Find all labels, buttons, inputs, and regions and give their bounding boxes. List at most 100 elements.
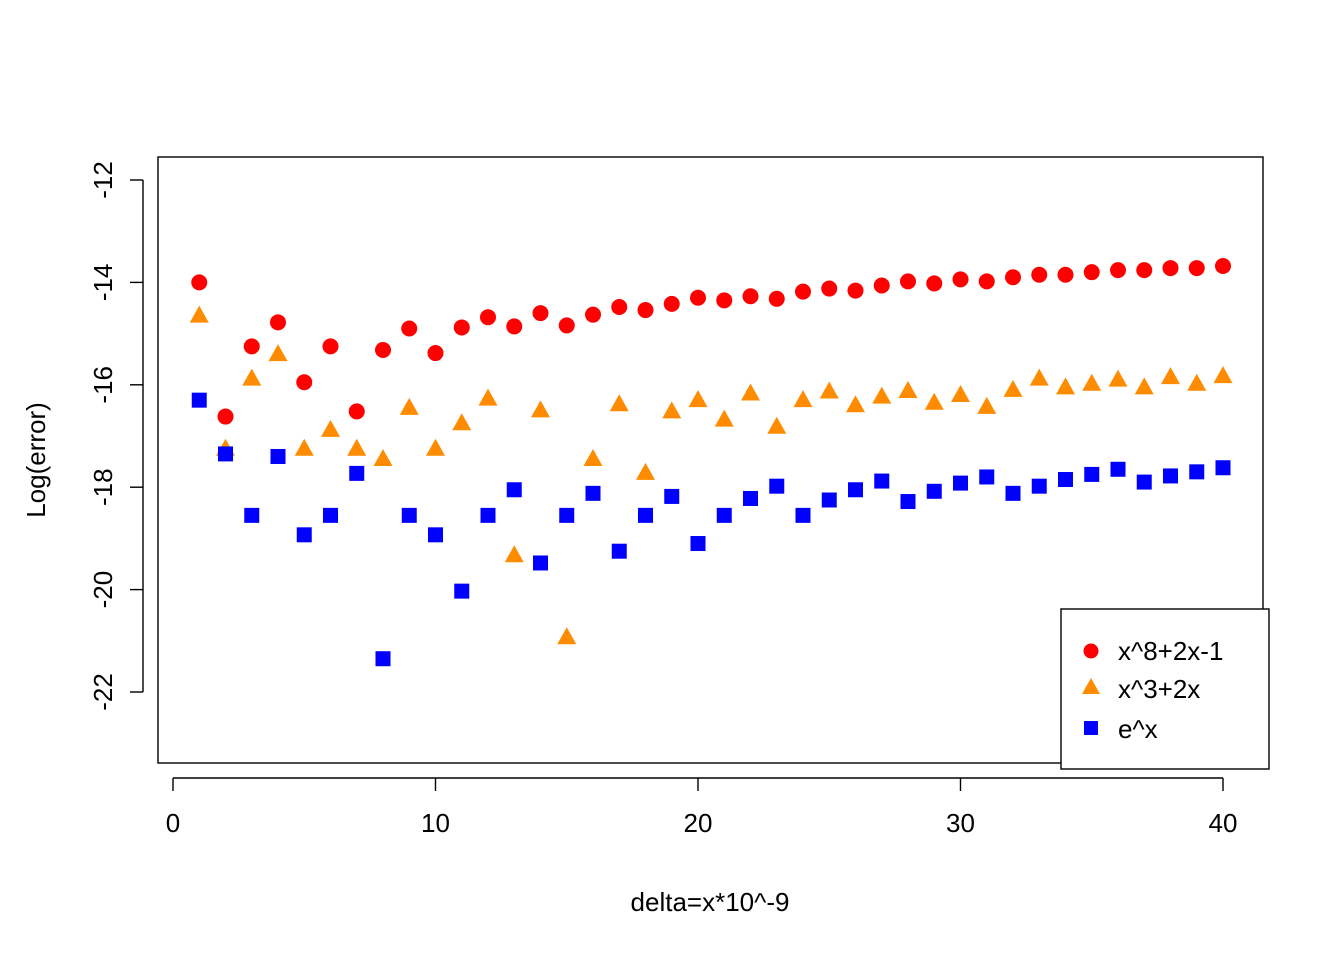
data-point-series-2	[662, 401, 682, 419]
data-point-series-1	[427, 345, 444, 362]
data-point-series-3	[611, 543, 627, 559]
data-point-series-1	[322, 338, 339, 355]
data-point-series-1	[821, 280, 838, 297]
data-point-series-2	[189, 305, 209, 323]
data-point-series-3	[743, 490, 758, 506]
data-point-series-1	[217, 408, 234, 425]
data-point-series-2	[1056, 377, 1075, 395]
data-point-series-3	[900, 494, 916, 510]
data-point-series-3	[874, 473, 890, 489]
data-point-series-1	[1005, 269, 1021, 286]
data-point-series-3	[664, 488, 680, 504]
legend-label-series-2: x^3+2x	[1118, 674, 1200, 704]
data-point-series-1	[532, 305, 549, 322]
data-point-series-3	[979, 469, 995, 485]
data-point-series-3	[1084, 466, 1100, 482]
data-point-series-2	[609, 394, 629, 412]
data-point-series-2	[951, 385, 970, 403]
legend-marker-square	[1084, 721, 1098, 735]
data-point-series-1	[585, 306, 601, 323]
data-point-series-2	[557, 627, 577, 645]
data-point-series-1	[926, 275, 943, 292]
data-point-series-3	[1110, 461, 1126, 477]
data-point-series-1	[611, 298, 628, 315]
data-point-series-1	[375, 341, 391, 358]
y-tick-label: -16	[88, 366, 118, 404]
data-point-series-1	[1083, 264, 1100, 281]
data-point-series-1	[1188, 260, 1205, 277]
data-point-series-1	[795, 283, 811, 300]
x-tick-label: 20	[684, 808, 713, 838]
data-point-series-2	[426, 438, 445, 456]
data-point-series-3	[1215, 460, 1231, 476]
data-point-series-2	[1187, 373, 1207, 391]
data-point-series-2	[898, 380, 918, 398]
data-point-series-2	[714, 409, 734, 427]
data-point-series-2	[1213, 366, 1233, 384]
data-point-series-1	[1215, 258, 1231, 275]
y-tick-label: -20	[88, 571, 118, 609]
data-point-series-1	[1031, 266, 1048, 283]
data-point-series-2	[924, 392, 944, 410]
y-ticks: -22 -20 -18 -16 -14 -12	[88, 161, 143, 711]
data-point-series-3	[454, 583, 470, 599]
data-point-series-3	[716, 507, 732, 523]
data-point-series-2	[531, 400, 550, 418]
data-point-series-1	[768, 290, 785, 307]
data-point-series-3	[349, 465, 365, 481]
data-point-series-2	[452, 413, 472, 431]
data-point-series-1	[690, 289, 706, 306]
data-point-series-2	[741, 383, 760, 401]
data-point-series-2	[294, 438, 314, 456]
data-point-series-2	[1082, 373, 1102, 391]
data-point-series-2	[872, 386, 892, 404]
data-point-series-1	[900, 273, 916, 290]
data-point-series-3	[480, 507, 496, 523]
data-point-series-1	[1110, 262, 1126, 279]
data-point-series-2	[504, 545, 524, 563]
legend-marker-triangle	[1082, 678, 1100, 694]
data-point-series-2	[819, 381, 839, 399]
data-point-series-3	[1031, 478, 1047, 494]
data-point-series-3	[506, 482, 522, 498]
data-point-series-2	[347, 438, 367, 456]
x-tick-label: 40	[1209, 808, 1238, 838]
data-point-series-1	[558, 317, 575, 334]
data-point-series-2	[321, 419, 340, 437]
data-point-series-3	[1058, 472, 1073, 488]
data-point-series-3	[401, 507, 417, 523]
data-point-series-1	[270, 314, 286, 331]
data-point-series-3	[848, 482, 863, 498]
legend-label-series-3: e^x	[1118, 714, 1158, 744]
legend: x^8+2x-1 x^3+2x e^x	[1060, 608, 1270, 770]
data-point-series-1	[742, 288, 759, 305]
data-point-series-1	[243, 338, 260, 355]
x-ticks: 0 10 20 30 40	[166, 778, 1238, 838]
data-point-series-3	[795, 507, 811, 523]
data-point-series-1	[506, 318, 523, 335]
data-point-series-2	[242, 368, 262, 386]
data-point-series-2	[846, 395, 865, 413]
data-point-series-3	[218, 446, 233, 462]
data-point-series-3	[1005, 485, 1021, 501]
data-point-series-2	[478, 388, 498, 406]
legend-marker-circle	[1083, 643, 1099, 659]
data-point-series-3	[638, 507, 653, 523]
y-axis-title: Log(error)	[21, 402, 51, 518]
y-tick-label: -22	[88, 673, 118, 711]
data-point-series-3	[428, 527, 443, 543]
data-point-series-1	[1136, 262, 1153, 279]
data-point-series-1	[978, 273, 995, 290]
data-points	[189, 258, 1233, 667]
data-point-series-2	[636, 462, 655, 480]
data-point-series-1	[873, 277, 890, 294]
data-point-series-3	[953, 475, 968, 491]
data-point-series-3	[559, 507, 575, 523]
data-point-series-2	[977, 396, 997, 414]
data-point-series-1	[663, 295, 680, 312]
x-tick-label: 30	[946, 808, 975, 838]
y-tick-label: -12	[88, 161, 118, 199]
data-point-series-3	[296, 527, 312, 543]
data-point-series-2	[1003, 379, 1023, 397]
data-point-series-2	[767, 416, 787, 434]
